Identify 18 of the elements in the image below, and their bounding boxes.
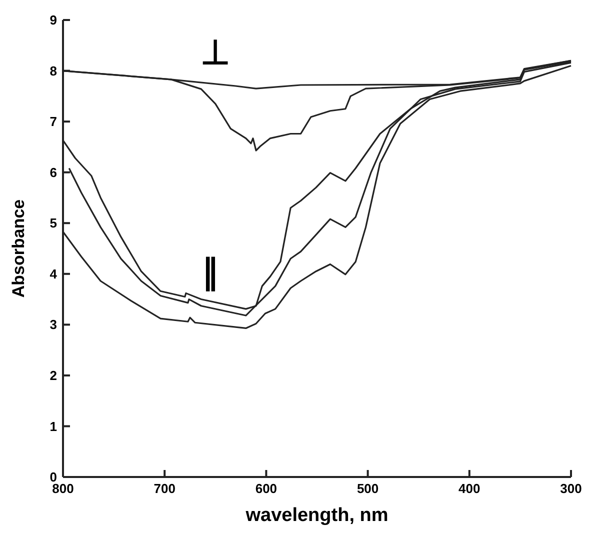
y-tick-label: 4: [50, 266, 58, 282]
y-tick-label: 6: [50, 164, 57, 180]
x-tick-label: 500: [356, 481, 379, 496]
x-tick-label: 400: [458, 481, 480, 496]
annotation: ⊥: [200, 34, 230, 72]
x-tick-label: 300: [560, 481, 582, 496]
x-axis-title: wavelength, nm: [244, 505, 388, 526]
y-tick-label: 7: [50, 114, 57, 130]
y-tick-label: 3: [50, 317, 57, 332]
y-tick-label: 1: [50, 418, 57, 434]
y-tick-label: 8: [50, 63, 57, 78]
y-tick-label: 9: [50, 12, 57, 28]
x-tick-label: 700: [154, 481, 176, 496]
x-tick-label: 600: [255, 481, 278, 496]
y-tick-label: 2: [50, 368, 57, 383]
annotation: ∥: [202, 253, 219, 292]
y-tick-label: 5: [50, 216, 57, 231]
y-axis-title: Absorbance: [9, 199, 28, 298]
